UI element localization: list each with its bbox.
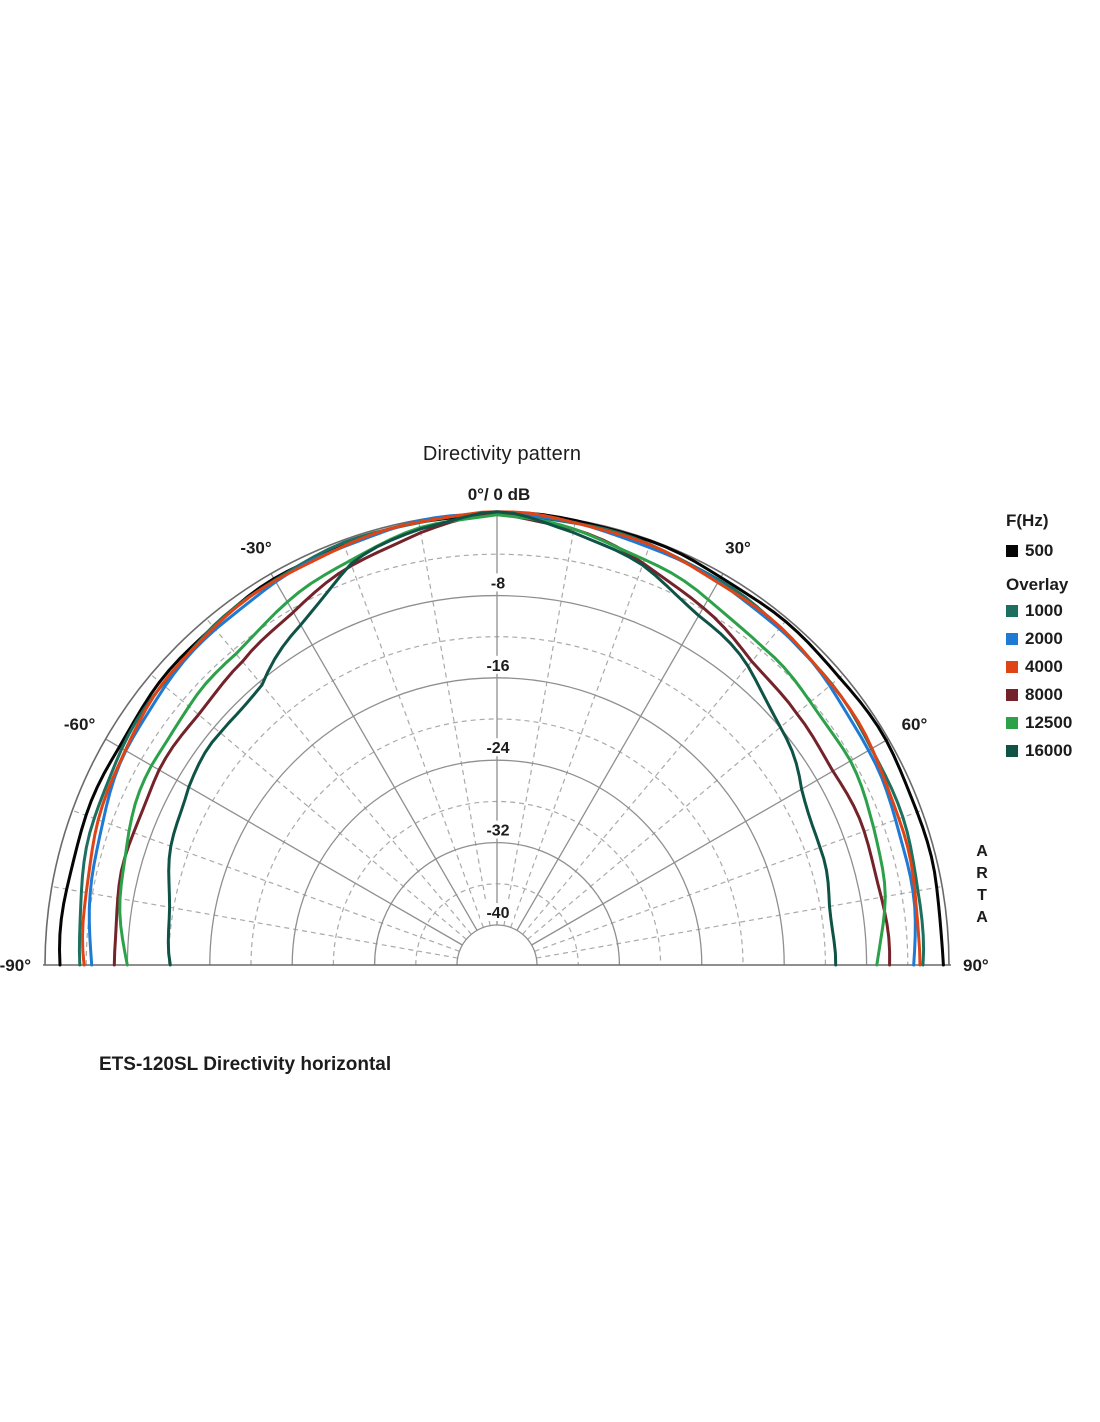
legend-overlay-header: Overlay bbox=[1006, 575, 1069, 594]
db-label--40: -40 bbox=[486, 905, 509, 922]
grid-radial-30 bbox=[516, 573, 724, 931]
legend-label-4000: 4000 bbox=[1025, 657, 1063, 676]
angle-label-90: 90° bbox=[963, 956, 989, 975]
legend-label-500: 500 bbox=[1025, 541, 1054, 560]
legend-item-500: 500 bbox=[1006, 537, 1072, 565]
arta-letter-2: T bbox=[977, 887, 987, 904]
grid-radial-dashed--70 bbox=[72, 809, 460, 952]
legend-item-12500: 12500 bbox=[1006, 709, 1072, 737]
angle-label--60: -60° bbox=[64, 715, 96, 734]
chart-caption: ETS-120SL Directivity horizontal bbox=[99, 1054, 392, 1075]
chart-title: Directivity pattern bbox=[422, 443, 582, 465]
grid-radial-dashed--50 bbox=[150, 674, 467, 940]
legend-swatch-12500 bbox=[1006, 717, 1018, 729]
legend-item-16000: 16000 bbox=[1006, 737, 1072, 765]
legend-item-2000: 2000 bbox=[1006, 625, 1072, 653]
grid-radial-60 bbox=[531, 738, 889, 946]
legend-swatch-8000 bbox=[1006, 689, 1018, 701]
grid-radial-dashed--10 bbox=[417, 519, 491, 926]
legend-swatch-16000 bbox=[1006, 745, 1018, 757]
db-label-bg--16 bbox=[480, 655, 514, 674]
legend-label-8000: 8000 bbox=[1025, 685, 1063, 704]
db-label--32: -32 bbox=[486, 823, 509, 840]
grid-radial-dashed--20 bbox=[341, 540, 484, 928]
angle-label--30: -30° bbox=[240, 539, 272, 558]
db-label--16: -16 bbox=[486, 658, 509, 675]
apex-0db-label: 0°/ 0 dB bbox=[467, 485, 531, 504]
grid-radial-dashed--80 bbox=[51, 885, 458, 959]
grid-radial-dashed--40 bbox=[206, 618, 472, 935]
db-label-bg--40 bbox=[480, 903, 514, 921]
legend-swatch-4000 bbox=[1006, 661, 1018, 673]
legend-label-12500: 12500 bbox=[1025, 713, 1073, 732]
polar-directivity-chart: -30° 30° -60° 60° -90° 90° -8 -16 -24 -32 -40 bbox=[0, 510, 989, 975]
arta-letter-3: A bbox=[976, 909, 988, 926]
angle-label-30: 30° bbox=[725, 539, 751, 558]
series-12500 bbox=[118, 513, 887, 967]
grid-radial-dashed-40 bbox=[522, 618, 788, 935]
legend-base-series: 500 bbox=[1006, 537, 1072, 565]
db-label--24: -24 bbox=[486, 740, 509, 757]
arta-letter-1: R bbox=[976, 865, 988, 882]
grid-radial-dashed-20 bbox=[510, 540, 653, 928]
grid-radial-dashed-80 bbox=[536, 885, 943, 959]
legend-label-16000: 16000 bbox=[1025, 741, 1073, 760]
legend-item-4000: 4000 bbox=[1006, 653, 1072, 681]
legend-swatch-500 bbox=[1006, 545, 1018, 557]
grid-circle-dashed--20 bbox=[250, 718, 744, 966]
series-16000 bbox=[166, 510, 838, 967]
grid-radial--60 bbox=[105, 738, 463, 946]
arta-letter-0: A bbox=[976, 843, 988, 860]
grid-radial-dashed-10 bbox=[503, 519, 577, 926]
legend-freq-header: F(Hz) bbox=[1006, 511, 1049, 530]
legend-item-8000: 8000 bbox=[1006, 681, 1072, 709]
legend-swatch-1000 bbox=[1006, 605, 1018, 617]
legend-label-2000: 2000 bbox=[1025, 629, 1063, 648]
legend-swatch-2000 bbox=[1006, 633, 1018, 645]
legend-label-1000: 1000 bbox=[1025, 601, 1063, 620]
legend-item-1000: 1000 bbox=[1006, 597, 1072, 625]
angle-label--90: -90° bbox=[0, 956, 31, 975]
db-label-bg--8 bbox=[480, 573, 514, 592]
angle-label-60: 60° bbox=[902, 715, 928, 734]
db-label--8: -8 bbox=[491, 575, 505, 592]
grid-radial-dashed-70 bbox=[534, 809, 922, 952]
grid-radial-dashed-50 bbox=[527, 674, 844, 940]
legend-overlay-list: 1000 2000 4000 8000 12500 16000 bbox=[1006, 597, 1072, 765]
legend: F(Hz) 500 Overlay 1000 2000 4000 8000 12500 1… bbox=[1006, 511, 1072, 765]
grid-radial--30 bbox=[270, 573, 478, 931]
db-label-bg--32 bbox=[480, 820, 514, 839]
db-label-bg--24 bbox=[480, 738, 514, 757]
